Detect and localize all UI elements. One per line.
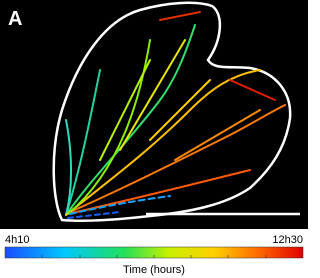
colorbar-title: Time (hours)	[123, 264, 185, 276]
colorbar-max-label: 12h30	[272, 234, 303, 246]
colorbar-min-label: 4h10	[5, 234, 29, 246]
panel-label: A	[8, 8, 22, 30]
figure: A 4h10 12h30 Time (hours)	[0, 0, 308, 278]
page: A 4h10 12h30 Time (hours) (() => { const…	[0, 0, 308, 278]
